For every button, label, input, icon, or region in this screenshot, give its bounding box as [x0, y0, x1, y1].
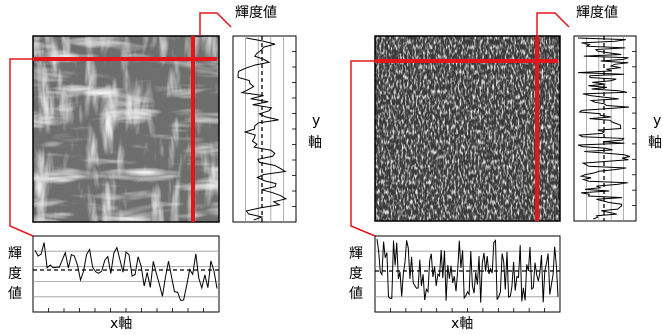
- panel-2-scan-markers: [350, 12, 570, 237]
- panel-1-scan-markers: [9, 12, 232, 237]
- panel-2-y-axis-axis-char: 軸: [648, 135, 662, 151]
- panel-1-y-axis-axis-char: 軸: [308, 135, 322, 151]
- panel-2-x-brightness-char-3: 値: [349, 286, 363, 302]
- panel-1-y-axis-y-char: y: [312, 113, 321, 129]
- panel-2-y-profile-box: [573, 35, 637, 222]
- panel-1: [9, 12, 297, 313]
- panel-2-x-axis-label: x軸: [451, 316, 474, 332]
- panel-1-y-profile-box: [232, 35, 297, 223]
- panel-1-x-brightness-trace: [34, 242, 218, 301]
- panel-2-brightness-label: 輝度値: [576, 5, 618, 21]
- panel-1-x-axis-label: x軸: [110, 316, 133, 332]
- panel-1-x-brightness-char-3: 値: [8, 286, 22, 302]
- panel-2-x-profile-box: [374, 235, 561, 313]
- panel-1-micrograph: [32, 35, 220, 223]
- panel-2-x-brightness-char-2: 度: [349, 266, 363, 282]
- panel-2-y-axis-y-char: y: [653, 113, 662, 129]
- panel-2-micrograph: [374, 35, 561, 222]
- panel-1-x-profile-box: [32, 235, 220, 313]
- panel-1-x-brightness-char-1: 輝: [8, 246, 22, 262]
- panel-1-y-brightness-trace: [237, 37, 288, 221]
- panel-2-x-brightness-char-1: 輝: [349, 246, 363, 262]
- panel-1-brightness-label: 輝度値: [235, 5, 277, 21]
- panel-1-x-brightness-char-2: 度: [8, 266, 22, 282]
- panel-2: [350, 12, 637, 313]
- panel-2-y-brightness-trace: [577, 37, 631, 220]
- panel-2-x-brightness-trace: [376, 239, 559, 303]
